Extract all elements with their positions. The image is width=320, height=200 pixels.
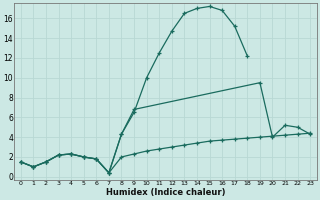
X-axis label: Humidex (Indice chaleur): Humidex (Indice chaleur) — [106, 188, 225, 197]
